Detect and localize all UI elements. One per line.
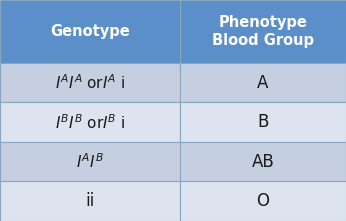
Bar <box>180 0 346 63</box>
Text: AB: AB <box>252 153 274 171</box>
Text: A: A <box>257 74 268 92</box>
Text: ii: ii <box>85 192 94 210</box>
Text: Phenotype
Blood Group: Phenotype Blood Group <box>212 15 314 48</box>
Bar <box>180 142 346 181</box>
Text: $I^AI^B$: $I^AI^B$ <box>76 152 104 171</box>
Bar <box>0 0 180 63</box>
Bar <box>0 63 180 103</box>
Text: Genotype: Genotype <box>50 24 130 39</box>
Bar <box>0 142 180 181</box>
Text: O: O <box>256 192 270 210</box>
Text: $I^AI^A$ $\mathrm{or}$$I^A$ i: $I^AI^A$ $\mathrm{or}$$I^A$ i <box>55 73 125 92</box>
Bar <box>180 103 346 142</box>
Text: B: B <box>257 113 268 131</box>
Bar <box>0 181 180 221</box>
Bar <box>0 103 180 142</box>
Text: $I^BI^B$ $\mathrm{or}$$I^B$ i: $I^BI^B$ $\mathrm{or}$$I^B$ i <box>55 113 125 131</box>
Bar <box>180 181 346 221</box>
Bar <box>180 63 346 103</box>
